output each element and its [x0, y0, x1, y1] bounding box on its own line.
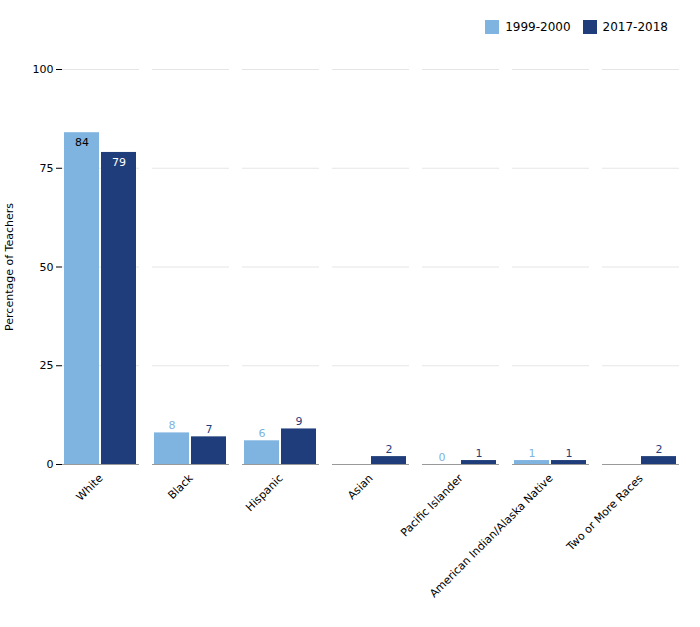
html-text:1999-2000: 1999-2000: [505, 19, 571, 34]
svg-text:1: 1: [476, 447, 483, 460]
svg-text:8: 8: [169, 419, 176, 432]
svg-text:100: 100: [33, 63, 54, 76]
svg-text:Percentage of Teachers: Percentage of Teachers: [3, 203, 16, 331]
svg-text:1: 1: [529, 447, 536, 460]
svg-text:79: 79: [112, 156, 126, 169]
svg-text:0: 0: [439, 451, 446, 464]
svg-text:25: 25: [40, 359, 54, 372]
svg-text:1: 1: [566, 447, 573, 460]
svg-text:Black: Black: [165, 471, 196, 502]
svg-text:American Indian/Alaska Native: American Indian/Alaska Native: [427, 472, 556, 601]
svg-text:Pacific Islander: Pacific Islander: [398, 471, 466, 539]
svg-text:Hispanic: Hispanic: [243, 472, 285, 514]
svg-text:6: 6: [259, 427, 266, 440]
svg-text:Asian: Asian: [345, 472, 375, 502]
svg-text:7: 7: [206, 423, 213, 436]
svg-text:White: White: [74, 472, 106, 504]
svg-text:0: 0: [47, 458, 54, 471]
svg-text:2: 2: [386, 443, 393, 456]
svg-text:50: 50: [40, 261, 54, 274]
svg-text:75: 75: [40, 162, 54, 175]
svg-text:2: 2: [656, 443, 663, 456]
svg-text:Two or More Races: Two or More Races: [563, 472, 645, 554]
svg-text:84: 84: [75, 136, 89, 149]
svg-text:9: 9: [296, 415, 303, 428]
html-text:2017-2018: 2017-2018: [602, 19, 668, 34]
